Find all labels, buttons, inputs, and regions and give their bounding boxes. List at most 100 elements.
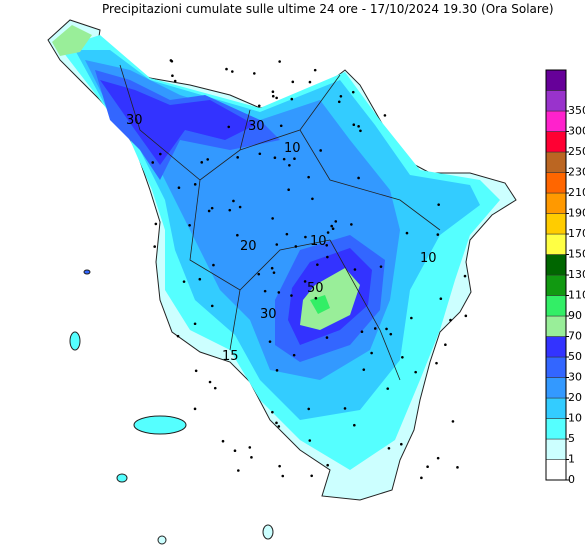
station-dot: [291, 80, 295, 84]
station-dot: [282, 157, 286, 161]
station-dot: [290, 97, 294, 101]
station-dot: [151, 161, 155, 164]
station-dot: [357, 176, 360, 180]
station-dot: [213, 386, 217, 390]
station-dot: [231, 70, 234, 73]
station-dot: [271, 410, 274, 414]
station-dot: [236, 156, 239, 159]
contour-label: 30: [248, 119, 265, 134]
station-dot: [449, 318, 452, 322]
station-dot: [238, 205, 242, 209]
station-dot: [173, 79, 177, 83]
station-dot: [343, 407, 347, 410]
colorbar-swatch: [545, 356, 567, 378]
station-dot: [316, 263, 319, 266]
colorbar-label: 5: [568, 432, 575, 445]
contour-label: 15: [222, 349, 239, 364]
station-dot: [273, 156, 277, 159]
colorbar-swatch: [545, 90, 567, 112]
region-70: [100, 80, 372, 345]
station-dot: [210, 206, 214, 210]
colorbar-label: 250: [568, 145, 585, 158]
station-dot: [232, 199, 235, 203]
colorbar-swatch: [545, 459, 567, 481]
station-dot: [436, 456, 440, 460]
station-dot: [188, 223, 191, 227]
station-dot: [170, 59, 174, 63]
station-dot: [268, 340, 272, 343]
contour-label: 20: [240, 239, 257, 254]
station-dot: [292, 353, 296, 357]
station-dot: [359, 129, 362, 133]
colorbar-swatch: [545, 151, 567, 173]
title: Precipitazioni cumulate sulle ultime 24 …: [102, 2, 554, 16]
station-dot: [198, 277, 202, 281]
station-dot: [357, 125, 360, 128]
region-110: [310, 295, 330, 314]
station-dot: [200, 161, 204, 164]
colorbar-label: 190: [568, 207, 585, 220]
station-dot: [277, 291, 281, 294]
station-dot: [227, 125, 231, 129]
station-dot: [257, 104, 261, 108]
station-dot: [228, 208, 232, 212]
station-dot: [464, 314, 468, 318]
contour-label: 50: [307, 281, 324, 296]
island-montecristo: [157, 535, 167, 545]
station-dot: [352, 123, 356, 127]
colorbar-label: 90: [568, 309, 582, 322]
station-dot: [263, 289, 267, 293]
island-capraia: [69, 331, 81, 351]
station-dot: [285, 232, 289, 236]
colorbar-swatch: [545, 69, 567, 91]
station-dot: [281, 474, 285, 478]
station-dot: [385, 327, 388, 331]
station-dot: [360, 330, 364, 333]
colorbar-swatch: [545, 377, 567, 399]
station-dot: [334, 220, 338, 223]
station-dot: [194, 369, 198, 373]
station-dots: [151, 59, 468, 480]
station-dot: [444, 343, 447, 347]
station-dot: [353, 423, 356, 427]
island-gorgona: [83, 269, 91, 275]
station-dot: [389, 332, 393, 336]
station-dot: [435, 361, 438, 365]
station-dot: [314, 296, 318, 300]
island-giglio: [262, 524, 274, 540]
station-dot: [373, 327, 377, 330]
colorbar-label: 300: [568, 125, 585, 138]
station-dot: [362, 368, 366, 371]
station-dot: [325, 243, 329, 247]
station-dot: [319, 149, 322, 152]
station-dot: [387, 447, 391, 450]
colorbar-swatch: [545, 438, 567, 460]
colorbar-label: 50: [568, 350, 582, 363]
colorbar-swatch: [545, 295, 567, 317]
station-dot: [339, 94, 343, 98]
station-dot: [279, 124, 283, 128]
colorbar-label: 150: [568, 248, 585, 261]
station-dot: [171, 74, 174, 78]
station-dot: [270, 266, 274, 270]
station-dot: [287, 188, 290, 192]
colorbar-swatch: [545, 418, 567, 440]
colorbar-frame: [545, 69, 567, 481]
station-dot: [271, 90, 275, 93]
colorbar-swatch: [545, 274, 567, 296]
colorbar-label: 1: [568, 453, 575, 466]
island-pianosa: [116, 473, 128, 483]
region-90: [52, 25, 360, 330]
station-dot: [290, 294, 293, 297]
station-dot: [271, 94, 275, 98]
station-dot: [331, 227, 335, 231]
station-dot: [303, 280, 307, 283]
station-dot: [294, 245, 298, 248]
station-dot: [182, 280, 186, 283]
colorbar-swatch: [545, 192, 567, 214]
station-dot: [237, 469, 240, 472]
station-dot: [212, 263, 215, 267]
contour-label: 10: [310, 234, 327, 249]
colorbar: 0 1 5 10 20 30 50 70 90 110 130 150 170 190 210 230 250 3…: [545, 69, 585, 486]
station-dot: [176, 334, 180, 338]
